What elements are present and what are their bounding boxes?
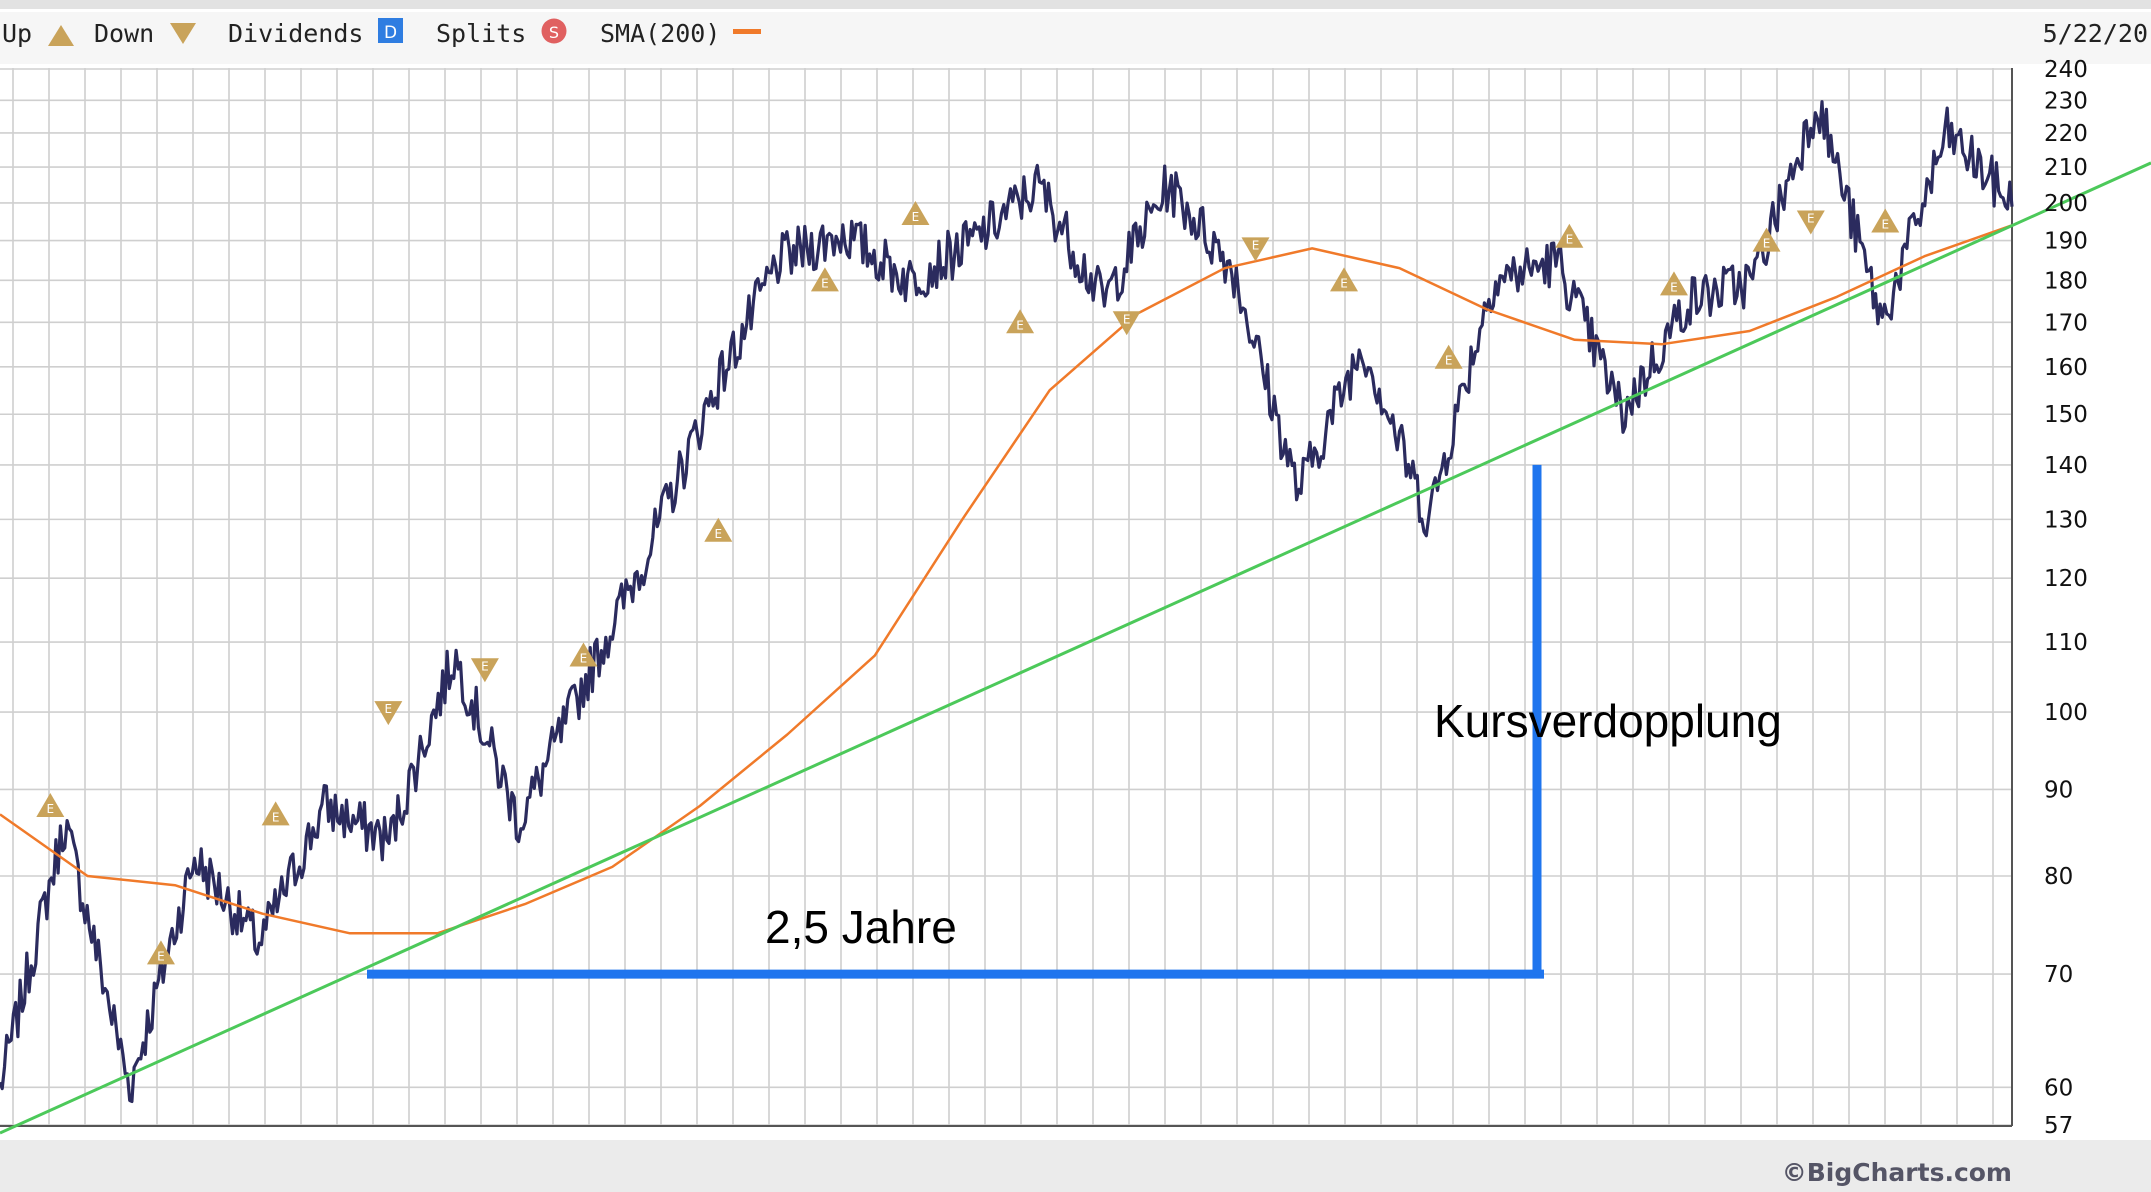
earnings-up-marker-icon — [146, 940, 175, 965]
earnings-up-marker-icon — [1434, 344, 1463, 369]
sma-legend-swatch — [733, 29, 761, 34]
y-tick-label: 210 — [2044, 155, 2088, 181]
earnings-up-marker-icon — [810, 267, 839, 292]
earnings-up-marker-letter: E — [157, 949, 165, 963]
earnings-up-marker-letter: E — [912, 210, 920, 224]
legend-dividends-label: Dividends — [228, 19, 363, 48]
y-tick-label: 150 — [2044, 402, 2088, 428]
y-tick-label: 160 — [2044, 355, 2088, 381]
earnings-up-marker-icon — [36, 792, 65, 817]
earnings-up-marker-letter: E — [580, 652, 588, 666]
earnings-up-marker-icon — [1752, 227, 1781, 252]
earnings-down-marker-icon — [1796, 210, 1825, 235]
bigcharts-brand: ©BigCharts.com — [1782, 1158, 2012, 1187]
earnings-up-marker-icon — [1659, 271, 1688, 296]
earnings-up-marker-letter: E — [47, 802, 55, 816]
y-tick-label: 70 — [2044, 962, 2073, 988]
dividends-badge-icon — [378, 18, 403, 43]
earnings-down-marker-letter: E — [1252, 238, 1260, 252]
earnings-down-marker-letter: E — [1807, 212, 1815, 226]
earnings-up-marker-icon — [261, 801, 290, 826]
earnings-up-marker-icon — [901, 201, 930, 226]
sma-200-line — [0, 224, 2013, 935]
y-tick-label: 190 — [2044, 229, 2088, 255]
y-tick-label: 100 — [2044, 700, 2088, 726]
earnings-up-marker-letter: E — [714, 527, 722, 541]
y-tick-label: 240 — [2044, 57, 2088, 83]
earnings-down-marker-letter: E — [385, 702, 393, 716]
y-tick-label: 140 — [2044, 453, 2088, 479]
earnings-up-marker-letter: E — [1340, 276, 1348, 290]
earnings-up-marker-letter: E — [1881, 218, 1889, 232]
legend-sma-label: SMA(200) — [600, 19, 720, 48]
splits-badge-letter: S — [549, 23, 559, 42]
y-tick-label: 130 — [2044, 507, 2088, 533]
earnings-up-marker-letter: E — [1445, 354, 1453, 368]
y-tick-label: 170 — [2044, 310, 2088, 336]
dividends-badge-letter: D — [384, 23, 397, 43]
plot-background — [0, 68, 2012, 1126]
earnings-down-marker-icon — [1112, 311, 1141, 336]
y-tick-label: 230 — [2044, 88, 2088, 114]
y-tick-label: 110 — [2044, 630, 2088, 656]
legend-splits-label: Splits — [436, 19, 526, 48]
earnings-up-legend-icon — [48, 25, 74, 46]
earnings-up-marker-letter: E — [1763, 237, 1771, 251]
y-axis: 57 60 70 80 90 100 110 120 130 140 150 160 170 180 190… — [2044, 57, 2088, 1139]
footer-strip — [0, 1140, 2151, 1192]
earnings-up-marker-icon — [569, 642, 598, 667]
y-tick-label: 200 — [2044, 191, 2088, 217]
earnings-up-marker-letter: E — [272, 810, 280, 824]
legend-date-label: 5/22/20 — [2043, 19, 2148, 48]
earnings-down-marker-icon — [470, 658, 499, 683]
support-trendline — [0, 161, 2151, 1135]
earnings-up-marker-icon — [1871, 208, 1900, 233]
y-tick-label: 180 — [2044, 268, 2088, 294]
plot-area: E E E E E E E E E E E E E E E E E E E 2,5 Jahre Kursverdoppl… — [0, 68, 2151, 1135]
earnings-up-marker-icon — [1555, 223, 1584, 248]
y-tick-label: 60 — [2044, 1075, 2073, 1101]
y-tick-label: 80 — [2044, 864, 2073, 890]
earnings-down-marker-letter: E — [481, 659, 489, 673]
earnings-down-marker-icon — [1241, 237, 1270, 262]
legend-up-label: Up — [2, 19, 32, 48]
earnings-up-marker-letter: E — [1670, 280, 1678, 294]
price-series-line — [0, 100, 2014, 1104]
earnings-up-marker-icon — [704, 517, 733, 542]
y-tick-label: 220 — [2044, 121, 2088, 147]
legend-strip — [0, 12, 2151, 64]
earnings-up-marker-icon — [1330, 267, 1359, 292]
y-tick-label: 90 — [2044, 777, 2073, 803]
top-bar — [0, 0, 2151, 9]
earnings-down-marker-icon — [374, 701, 403, 726]
earnings-up-marker-letter: E — [821, 276, 829, 290]
duration-annotation: 2,5 Jahre — [765, 901, 957, 953]
earnings-down-legend-icon — [170, 23, 196, 44]
earnings-up-marker-icon — [1006, 309, 1035, 334]
earnings-down-marker-letter: E — [1123, 312, 1131, 326]
legend-down-label: Down — [94, 19, 154, 48]
legend: Up Down Dividends D Splits S SMA(200) 5/… — [2, 18, 2148, 48]
y-tick-label: 57 — [2044, 1113, 2073, 1139]
earnings-up-marker-letter: E — [1566, 233, 1574, 247]
y-tick-label: 120 — [2044, 566, 2088, 592]
doubling-annotation: Kursverdopplung — [1434, 695, 1782, 747]
splits-badge-icon — [541, 18, 567, 44]
earnings-up-marker-letter: E — [1016, 318, 1024, 332]
